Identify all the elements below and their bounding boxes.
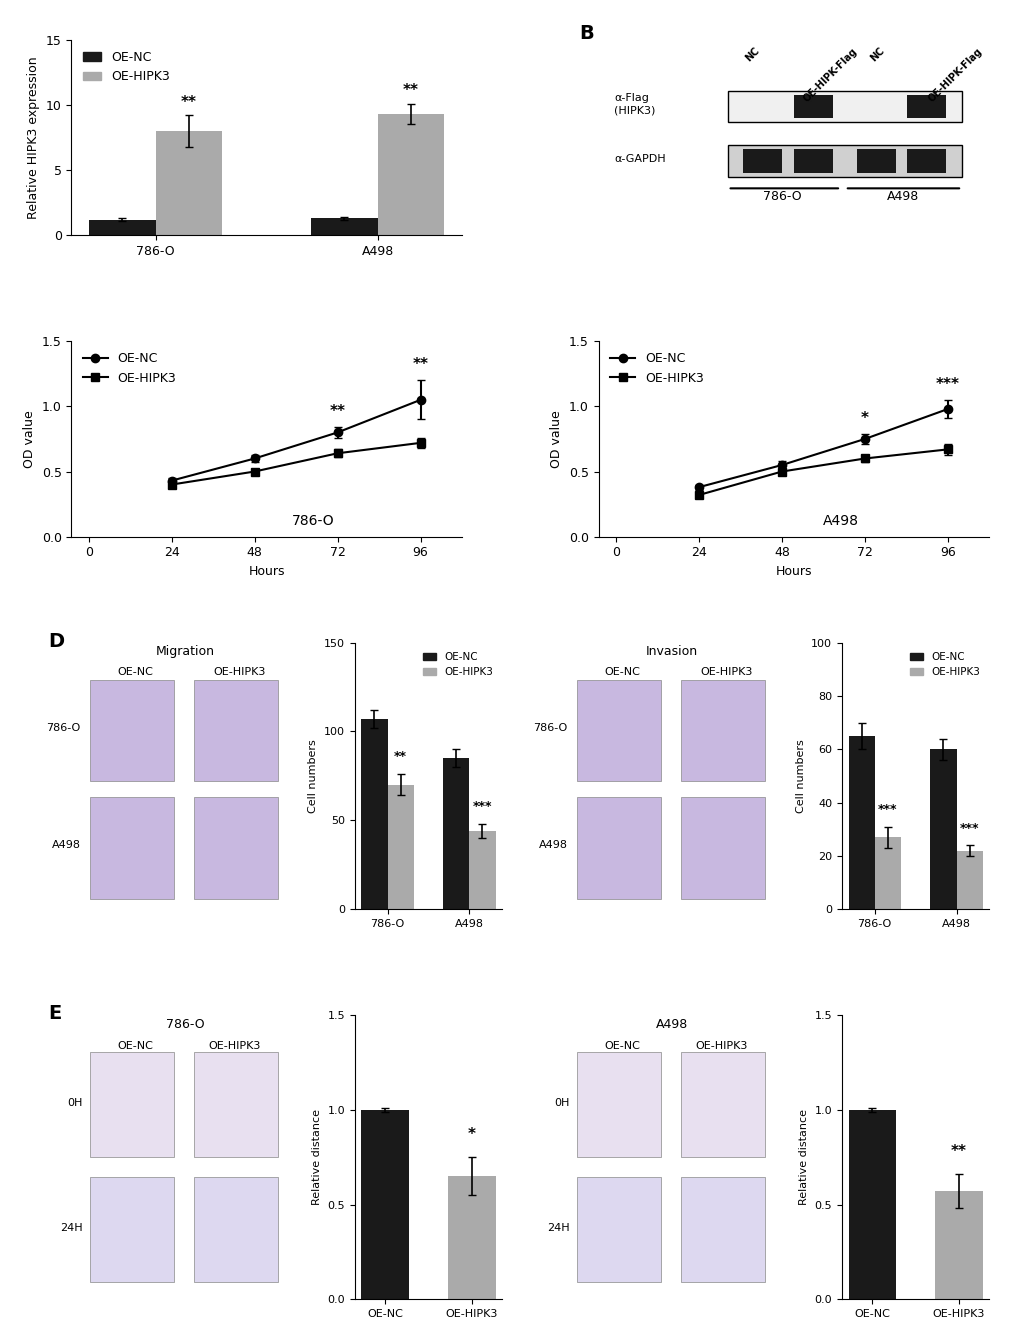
Legend: OE-NC, OE-HIPK3: OE-NC, OE-HIPK3 (77, 347, 181, 390)
Text: *: * (860, 411, 868, 426)
Text: ***: *** (959, 822, 978, 834)
Text: *: * (468, 1127, 475, 1142)
Bar (929, 749, 956, 910)
X-axis label: Hours: Hours (249, 565, 284, 578)
Text: OE-HIPK3: OE-HIPK3 (213, 667, 265, 676)
Text: 24H: 24H (547, 1224, 570, 1233)
Text: **: ** (180, 95, 197, 110)
Text: D: D (49, 633, 65, 651)
Bar (387, 785, 414, 910)
Bar (361, 719, 387, 910)
Text: 786-O: 786-O (533, 723, 567, 733)
FancyBboxPatch shape (856, 150, 895, 172)
Text: **: ** (950, 1144, 966, 1159)
FancyBboxPatch shape (194, 1052, 278, 1158)
FancyBboxPatch shape (794, 150, 833, 172)
Text: **: ** (329, 404, 345, 419)
Bar (848, 1110, 896, 1299)
Text: NC: NC (743, 45, 760, 64)
FancyBboxPatch shape (90, 1052, 173, 1158)
Bar (447, 1176, 495, 1299)
Legend: OE-NC, OE-HIPK3: OE-NC, OE-HIPK3 (77, 46, 175, 89)
FancyBboxPatch shape (681, 797, 764, 899)
FancyBboxPatch shape (576, 797, 660, 899)
FancyBboxPatch shape (194, 797, 278, 899)
Bar (89, 220, 156, 235)
FancyBboxPatch shape (576, 1177, 660, 1282)
FancyBboxPatch shape (90, 680, 173, 781)
FancyBboxPatch shape (681, 680, 764, 781)
Text: 24H: 24H (60, 1224, 83, 1233)
FancyBboxPatch shape (794, 94, 833, 118)
Text: OE-HIPK3: OE-HIPK3 (209, 1041, 261, 1050)
Legend: OE-NC, OE-HIPK3: OE-NC, OE-HIPK3 (419, 648, 496, 682)
Text: OE-NC: OE-NC (117, 667, 153, 676)
FancyBboxPatch shape (194, 680, 278, 781)
Text: A498: A498 (538, 841, 567, 850)
Y-axis label: Cell numbers: Cell numbers (795, 739, 805, 813)
Bar (443, 758, 469, 910)
FancyBboxPatch shape (743, 150, 782, 172)
FancyBboxPatch shape (90, 797, 173, 899)
Y-axis label: Relative distance: Relative distance (798, 1110, 808, 1205)
Text: OE-NC: OE-NC (603, 1041, 639, 1050)
Text: α-GAPDH: α-GAPDH (613, 154, 665, 164)
Text: OE-HIPK-Flag: OE-HIPK-Flag (801, 45, 859, 103)
Text: 786-O: 786-O (46, 723, 81, 733)
Text: 786-O: 786-O (762, 190, 801, 203)
Text: 786-O: 786-O (165, 1018, 204, 1032)
Bar (469, 831, 495, 910)
FancyBboxPatch shape (576, 680, 660, 781)
Y-axis label: Cell numbers: Cell numbers (308, 739, 318, 813)
Text: ***: *** (935, 377, 959, 392)
FancyBboxPatch shape (194, 1177, 278, 1282)
Text: **: ** (393, 751, 407, 764)
FancyBboxPatch shape (681, 1052, 764, 1158)
Text: OE-NC: OE-NC (603, 667, 639, 676)
Text: α-Flag
(HIPK3): α-Flag (HIPK3) (613, 94, 655, 115)
FancyBboxPatch shape (90, 1177, 173, 1282)
Text: A498: A498 (51, 841, 81, 850)
Text: E: E (49, 1004, 62, 1022)
Text: A498: A498 (655, 1018, 688, 1032)
Y-axis label: OD value: OD value (23, 410, 36, 468)
FancyBboxPatch shape (907, 94, 946, 118)
Text: ***: *** (472, 800, 492, 813)
Text: Migration: Migration (155, 646, 214, 658)
Text: A498: A498 (887, 190, 919, 203)
FancyBboxPatch shape (907, 150, 946, 172)
Bar (311, 219, 377, 235)
Text: B: B (579, 24, 593, 44)
Text: OE-HIPK3: OE-HIPK3 (695, 1041, 748, 1050)
Y-axis label: Relative HIPK3 expression: Relative HIPK3 expression (28, 56, 40, 219)
Text: **: ** (403, 84, 419, 98)
Legend: OE-NC, OE-HIPK3: OE-NC, OE-HIPK3 (604, 347, 708, 390)
Bar (874, 837, 900, 910)
Bar (848, 736, 874, 910)
Text: OE-HIPK3: OE-HIPK3 (700, 667, 752, 676)
Text: ***: *** (877, 804, 897, 815)
Y-axis label: OD value: OD value (550, 410, 562, 468)
Text: NC: NC (867, 45, 886, 64)
Bar (156, 131, 222, 235)
Text: OE-NC: OE-NC (117, 1041, 153, 1050)
Text: **: ** (412, 358, 428, 373)
X-axis label: Hours: Hours (775, 565, 811, 578)
Bar (377, 114, 444, 235)
Text: 0H: 0H (67, 1098, 83, 1109)
Text: 0H: 0H (554, 1098, 570, 1109)
Text: Invasion: Invasion (645, 646, 697, 658)
Text: A498: A498 (822, 514, 858, 528)
FancyBboxPatch shape (727, 90, 961, 122)
Bar (956, 850, 981, 910)
Text: OE-HIPK-Flag: OE-HIPK-Flag (926, 45, 983, 103)
FancyBboxPatch shape (681, 1177, 764, 1282)
Bar (361, 1110, 409, 1299)
Y-axis label: Relative distance: Relative distance (312, 1110, 321, 1205)
FancyBboxPatch shape (727, 146, 961, 176)
FancyBboxPatch shape (576, 1052, 660, 1158)
Bar (934, 1192, 981, 1299)
Legend: OE-NC, OE-HIPK3: OE-NC, OE-HIPK3 (905, 648, 983, 682)
Text: 786-O: 786-O (292, 514, 334, 528)
